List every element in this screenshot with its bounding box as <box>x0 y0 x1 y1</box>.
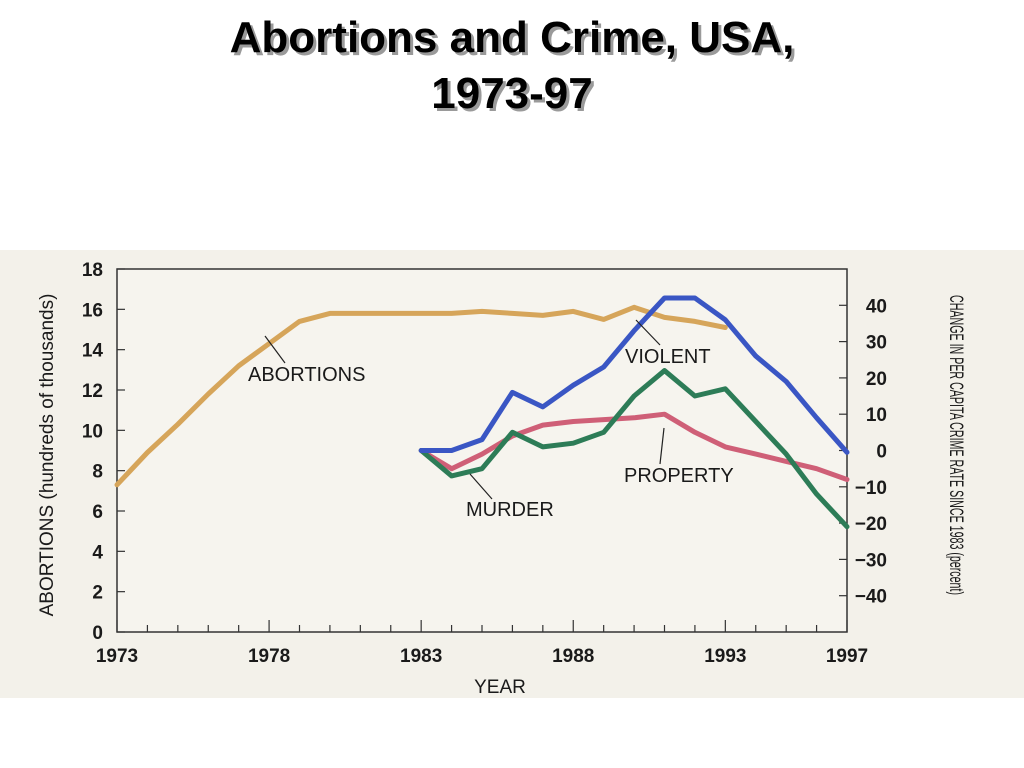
line-chart: 1973 1978 1983 1988 1993 1997 0 2 4 6 8 10 12 14 16 18… <box>37 260 966 698</box>
right-tick-label: −40 <box>855 587 887 608</box>
series-lines <box>114 295 850 530</box>
right-tick-label: −20 <box>855 514 887 535</box>
series-labels: ABORTIONS VIOLENT PROPERTY MURDER <box>248 319 734 521</box>
series-label-violent: VIOLENT <box>625 346 711 368</box>
chart-panel: 1973 1978 1983 1988 1993 1997 0 2 4 6 8 10 12 14 16 18… <box>0 250 1024 698</box>
right-tick-label: 30 <box>866 333 887 354</box>
right-tick-label: 20 <box>866 369 887 390</box>
left-tick-label: 8 <box>92 462 103 483</box>
left-tick-label: 12 <box>82 381 103 402</box>
x-tick-label: 1978 <box>248 646 290 667</box>
left-tick-label: 4 <box>92 542 103 563</box>
left-tick-label: 14 <box>82 341 104 362</box>
right-tick-label: 10 <box>866 405 887 426</box>
left-tick-label: 18 <box>82 260 103 281</box>
leader-line-property <box>659 427 665 465</box>
right-tick-label: −30 <box>855 550 887 571</box>
x-tick-label: 1988 <box>552 646 594 667</box>
right-tick-label: 40 <box>866 296 887 317</box>
x-tick-label: 1993 <box>704 646 746 667</box>
slide-title-line-2: 1973-97 <box>431 69 593 118</box>
series-label-property: PROPERTY <box>624 465 734 487</box>
left-axis-title: ABORTIONS (hundreds of thousands) <box>37 294 58 617</box>
left-tick-label: 0 <box>92 623 103 644</box>
x-axis: 1973 1978 1983 1988 1993 1997 <box>96 620 868 667</box>
series-line-murder <box>418 368 850 530</box>
right-tick-label: −10 <box>855 478 887 499</box>
left-y-axis: 0 2 4 6 8 10 12 14 16 18 <box>82 260 125 644</box>
right-tick-label: 0 <box>876 442 887 463</box>
x-tick-label: 1997 <box>826 646 868 667</box>
leader-line-abortions <box>264 335 286 364</box>
x-tick-label: 1983 <box>400 646 442 667</box>
series-label-murder: MURDER <box>466 499 554 521</box>
slide-title: Abortions and Crime, USA, 1973-97 <box>0 10 1024 122</box>
leader-line-murder <box>469 473 493 500</box>
series-line-property <box>418 411 850 482</box>
x-axis-title: YEAR <box>474 677 526 698</box>
left-tick-label: 16 <box>82 300 103 321</box>
x-tick-label: 1973 <box>96 646 138 667</box>
left-tick-label: 2 <box>92 583 103 604</box>
series-label-abortions: ABORTIONS <box>248 364 365 386</box>
series-line-abortions <box>114 304 728 488</box>
right-axis-title: CHANGE IN PER CAPITA CRIME RATE SINCE 19… <box>945 295 966 595</box>
left-tick-label: 6 <box>92 502 103 523</box>
series-line-violent <box>418 295 850 455</box>
slide-title-line-1: Abortions and Crime, USA, <box>229 13 795 62</box>
leader-line-violent <box>635 319 661 346</box>
left-tick-label: 10 <box>82 421 103 442</box>
